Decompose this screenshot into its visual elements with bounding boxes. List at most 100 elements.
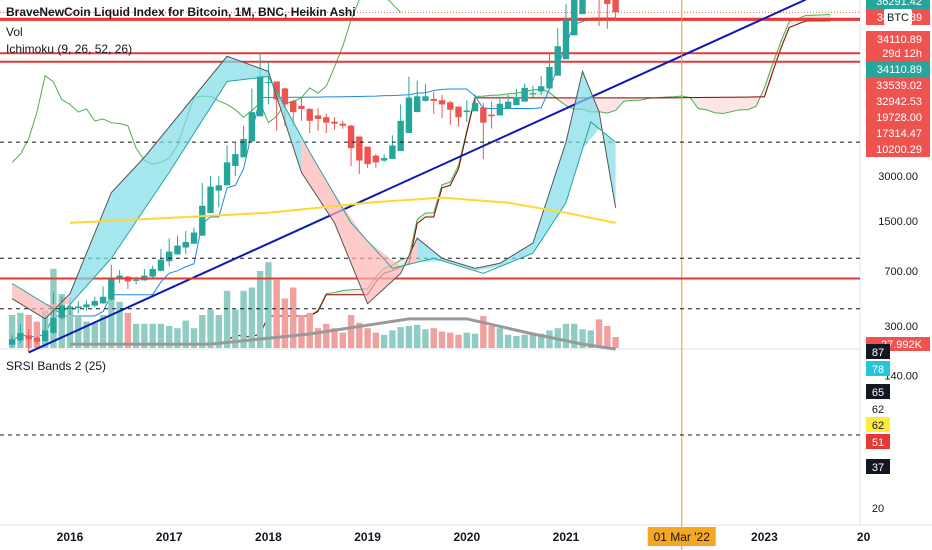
price-tag	[866, 109, 930, 125]
volume-bar	[488, 326, 495, 348]
candle-body	[496, 103, 504, 116]
candle-body	[240, 138, 247, 158]
candle-body	[256, 75, 264, 117]
candle-body	[116, 275, 123, 279]
volume-bar	[414, 324, 421, 348]
candle-body	[33, 337, 41, 342]
ichimoku-cloud-segment	[417, 213, 426, 224]
volume-bar	[579, 329, 586, 348]
price-tag-label: 34110.89	[877, 64, 922, 76]
srsi-fill	[499, 243, 533, 267]
ichimoku-cloud-segment	[425, 212, 434, 217]
ichimoku-cloud-segment	[772, 41, 781, 73]
time-axis-label: 2021	[553, 530, 580, 544]
srsi-signal-line	[11, 75, 616, 315]
volume-bar	[215, 315, 222, 348]
price-axis-label: 700.00	[884, 266, 918, 278]
srsi-axis-tag	[866, 344, 890, 359]
time-axis-label: 2019	[354, 530, 381, 544]
volume-bar	[323, 323, 330, 348]
ichimoku-cloud-segment	[442, 181, 451, 188]
srsi-fill	[532, 142, 566, 254]
ichimoku-cloud-segment	[334, 290, 343, 295]
volume-bar	[91, 322, 98, 348]
volume-bar	[513, 335, 520, 348]
ichimoku-cloud-segment	[508, 93, 517, 98]
srsi-axis-label: 62	[872, 404, 884, 416]
ichimoku-cloud-segment	[607, 97, 616, 114]
srsi-fill	[442, 258, 476, 271]
candle-body	[389, 145, 396, 159]
srsi-axis-tag	[866, 459, 890, 474]
srsi-fill	[582, 71, 600, 149]
candle-body	[604, 0, 611, 5]
candle-body	[91, 301, 98, 306]
candle-body	[157, 259, 165, 271]
candle-body	[223, 162, 231, 186]
ichimoku-cloud-segment	[780, 21, 790, 49]
volume-bar	[33, 321, 41, 348]
candle-body	[612, 0, 619, 13]
ichimoku-label: Ichimoku (9, 26, 52, 26)	[6, 42, 133, 56]
volume-bar	[157, 323, 165, 348]
candle-body	[42, 330, 49, 342]
candle-body	[108, 278, 115, 300]
candle-body	[372, 155, 380, 163]
volume-bar	[571, 323, 578, 348]
price-axis-label: 3000.00	[878, 171, 918, 183]
ichimoku-span-b	[226, 20, 831, 342]
candle-body	[480, 107, 487, 123]
volume-bar	[132, 323, 140, 348]
volume-bar	[8, 315, 16, 348]
candle-body	[149, 268, 156, 277]
time-axis-label: 20	[857, 530, 871, 544]
price-tag-label: 19728.00	[876, 112, 922, 124]
candle-body	[347, 125, 355, 149]
candle-body	[488, 114, 495, 117]
volume-bar	[356, 322, 363, 348]
ichimoku-cloud-segment	[491, 94, 500, 98]
time-axis: 2016 2017 2018 2019 2020 2021 2023 20 01 Mar '22	[57, 527, 871, 546]
volume-bar	[480, 316, 487, 348]
srsi-mid-band	[69, 196, 616, 224]
candle-body	[562, 19, 570, 60]
price-tag	[866, 31, 930, 61]
price-axis: 3000.00 1500.00 700.00 300.00 140.00 36291.42…	[866, 0, 930, 515]
price-tag	[866, 125, 930, 141]
price-tag-label: 17314.47	[876, 128, 922, 140]
candle-body	[99, 296, 107, 304]
volume-bar	[562, 323, 570, 348]
volume-bar	[240, 290, 247, 348]
volume-bar	[124, 312, 132, 348]
candle-body	[132, 279, 140, 281]
volume-bar	[496, 328, 504, 348]
price-axis-label: 300.00	[884, 321, 918, 333]
candle-body	[546, 66, 553, 89]
volume-bar	[83, 321, 90, 348]
ichimoku-cloud-segment	[739, 97, 748, 110]
ichimoku-cloud-segment	[747, 96, 757, 110]
candle-body	[281, 88, 289, 105]
srsi-axis-label: 62	[872, 420, 884, 432]
candle-body	[438, 100, 446, 105]
srsi-axis-tag	[866, 384, 890, 399]
candle-body	[364, 146, 371, 165]
candle-body	[298, 105, 305, 109]
candle-body	[290, 100, 297, 113]
candle-body	[207, 186, 214, 214]
candle-body	[414, 96, 421, 113]
srsi-line	[11, 55, 617, 320]
price-tag	[866, 77, 930, 93]
candle-body	[306, 108, 313, 121]
candle-body	[397, 120, 404, 152]
candle-body	[248, 112, 256, 142]
srsi-pane	[0, 55, 860, 436]
candle-body	[58, 305, 65, 318]
price-tag	[866, 0, 930, 9]
srsi-axis-label: 78	[872, 364, 884, 376]
volume-bar	[199, 315, 206, 348]
candle-body	[314, 115, 322, 119]
candle-body	[430, 98, 437, 101]
price-tag-label: 34110.89	[877, 34, 922, 46]
